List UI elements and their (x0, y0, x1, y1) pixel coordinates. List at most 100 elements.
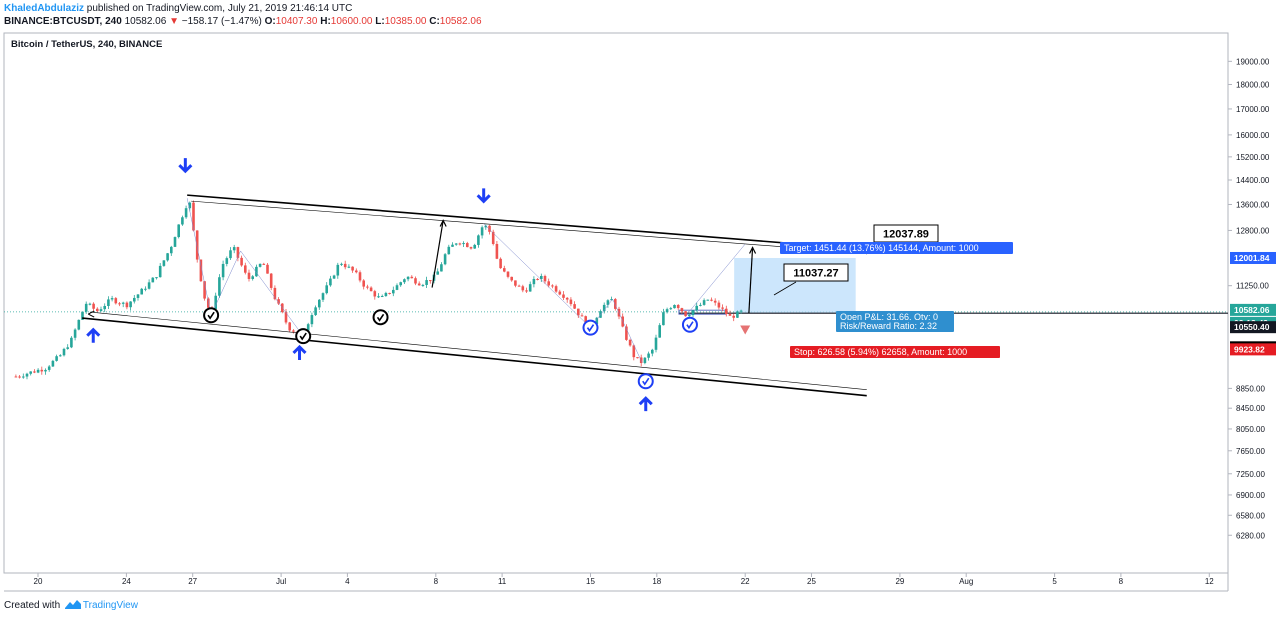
candle-body (584, 316, 587, 325)
candle-body (236, 247, 240, 258)
candle-body (458, 243, 462, 245)
author-link[interactable]: KhaledAbdulaziz (4, 3, 85, 14)
candle-body (514, 280, 517, 286)
candle-body (92, 303, 95, 309)
price-chart[interactable]: Bitcoin / TetherUS, 240, BINANCE 19000.0… (0, 0, 1280, 597)
open-value: 10407.30 (275, 16, 318, 27)
close-label: C: (429, 16, 440, 27)
pnl-label: Open P&L: 31.66, Qty: 0 (840, 312, 938, 322)
candle-body (306, 324, 310, 331)
symbol-ohlc-bar: BINANCE:BTCUSDT, 240 10582.06 ▼ −158.17 … (4, 16, 482, 27)
price-tick-label: 19000.00 (1236, 57, 1270, 66)
candle-body (543, 275, 547, 282)
price-change: −158.17 (−1.47%) (181, 16, 262, 27)
candle-body (699, 304, 702, 306)
candle-body (702, 300, 706, 305)
price-tick-label: 6580.00 (1236, 511, 1265, 520)
candle-body (421, 284, 425, 286)
candle-body (473, 244, 476, 249)
candle-body (654, 337, 658, 350)
candle-body (517, 285, 521, 287)
candle-body (625, 326, 628, 340)
candle-body (133, 297, 136, 302)
footer: Created with TradingView (4, 600, 138, 611)
candle-body (158, 265, 162, 278)
rr-label: Risk/Reward Ratio: 2.32 (840, 321, 937, 331)
candle-body (554, 286, 558, 292)
price-tick-label: 12800.00 (1236, 226, 1270, 235)
tradingview-link[interactable]: TradingView (82, 600, 138, 611)
candle-body (503, 268, 506, 272)
candle-body (247, 272, 251, 279)
candle-body (510, 276, 513, 281)
candle-body (232, 247, 236, 251)
candle-body (314, 307, 317, 316)
price-tick-label: 6280.00 (1236, 531, 1265, 540)
candle-body (628, 339, 632, 346)
candle-body (266, 264, 269, 274)
candle-body (573, 304, 576, 309)
check-circle-icon (295, 328, 312, 345)
stop-price-tag-bg (1230, 343, 1276, 356)
drawings: 12037.89 11037.27 Target: 1451.44 (13.76%)… (82, 158, 1013, 412)
candle-body (177, 224, 180, 238)
check-circle-icon (372, 309, 389, 326)
candle-body (410, 276, 414, 279)
candle-body (118, 303, 121, 305)
candle-body (710, 299, 713, 301)
price-tick-label: 18000.00 (1236, 80, 1270, 89)
check-circle-icon (203, 307, 220, 324)
candle-body (214, 295, 217, 309)
candle-body (406, 276, 410, 280)
close-value: 10582.06 (439, 16, 482, 27)
candle-body (610, 299, 613, 301)
candle-body (73, 329, 77, 338)
callout-text: 11037.27 (793, 268, 838, 280)
candle-body (207, 298, 210, 308)
blue-up-arrow-icon (638, 396, 653, 412)
candle-body (469, 247, 473, 249)
candle-body (192, 202, 195, 231)
position-zones (678, 257, 1228, 315)
candle-body (388, 292, 391, 294)
candle-body (221, 263, 225, 278)
candle-body (725, 308, 728, 314)
candle-body (310, 315, 314, 325)
time-tick-label: 27 (188, 577, 197, 586)
price-tick-label: 6900.00 (1236, 491, 1265, 500)
time-tick-label: 25 (807, 577, 816, 586)
candle-body (447, 246, 451, 255)
time-tick-label: Jul (276, 577, 286, 586)
channel-arrow-left-icon (87, 310, 95, 318)
check-circle-icon (582, 319, 599, 336)
candle-body (188, 202, 192, 209)
check-circle-icon (637, 373, 654, 390)
candle-body (565, 297, 569, 300)
time-tick-label: Aug (959, 577, 973, 586)
candle-body (351, 266, 354, 271)
candle-body (577, 308, 580, 316)
candle-body (602, 304, 606, 312)
candle-body (417, 283, 421, 286)
candle-body (684, 311, 687, 317)
candle-body (392, 289, 395, 294)
candle-body (292, 330, 295, 332)
candle-body (547, 281, 550, 286)
candle-body (373, 291, 377, 297)
candle-body (251, 276, 254, 279)
candle-body (29, 371, 32, 374)
candle-body (336, 264, 340, 276)
candle-body (170, 246, 173, 254)
stop-arrow-icon (740, 325, 751, 335)
last-price-tag: 10582.06 (1234, 305, 1270, 315)
time-tick-label: 11 (498, 577, 507, 586)
candle-body (362, 280, 365, 287)
candle-body (658, 325, 661, 338)
candle-body (262, 263, 266, 265)
time-tick-label: 15 (586, 577, 595, 586)
zigzag-projection (686, 243, 746, 316)
time-tick-label: 20 (34, 577, 43, 586)
candle-body (203, 281, 206, 299)
checkmark-icon (376, 313, 385, 322)
candle-body (340, 263, 343, 265)
